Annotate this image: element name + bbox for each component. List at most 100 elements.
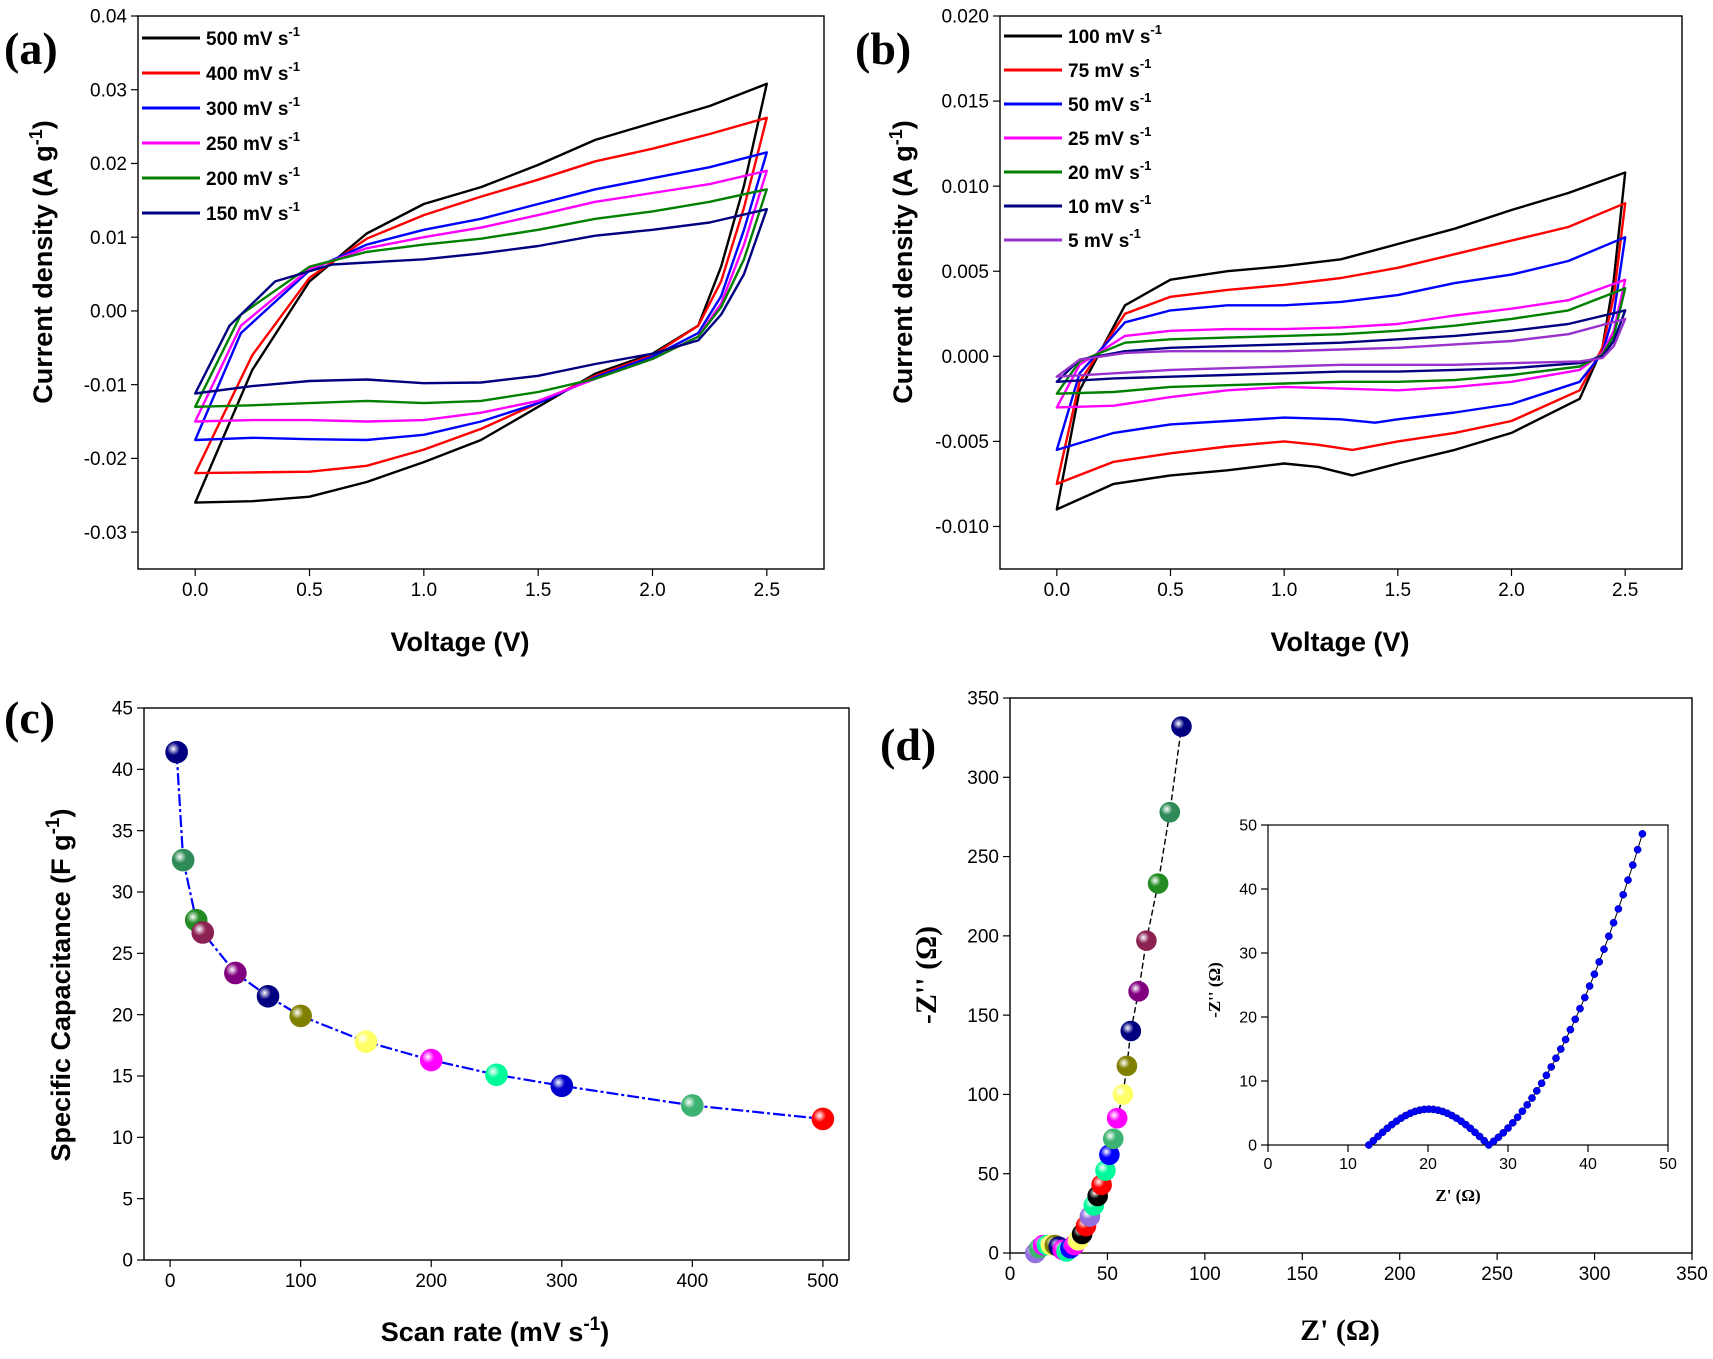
y-axis-title-b-main: Current density (A g (888, 145, 918, 404)
inset-point (1494, 1133, 1503, 1142)
inset-point (1585, 982, 1594, 990)
y-tick-label: 30 (112, 883, 133, 904)
plot-frame-a (137, 15, 825, 570)
legend-label-main: 5 mV s (1068, 231, 1129, 252)
capacitance-series-c (165, 740, 835, 1131)
inset-point (1508, 1118, 1517, 1127)
y-axis-title-b-close: ) (888, 120, 918, 129)
cv-curve (1055, 202, 1627, 486)
inset-point (1633, 845, 1642, 854)
y-tick-label: 0.01 (90, 228, 127, 249)
y-axis-ticks-c: 0 5 10 15 20 25 30 35 40 45 (112, 699, 144, 1272)
cv-curves-a (194, 82, 768, 504)
y-tick-label: 5 (122, 1189, 133, 1210)
data-point (1120, 1020, 1142, 1042)
y-axis-ticks-a: -0.03 -0.02 -0.01 0.00 0.01 0.02 0.03 0.04 (84, 7, 138, 544)
inset-point (1537, 1079, 1546, 1088)
x-tick-label: 400 (676, 1271, 708, 1292)
x-tick-label: 500 (807, 1271, 839, 1292)
inset-nyquist-series (1364, 830, 1647, 1149)
cv-curve (194, 116, 768, 475)
x-tick-label: 350 (1676, 1264, 1708, 1285)
legend-label-main: 150 mV s (206, 204, 288, 225)
data-point (1102, 1128, 1124, 1150)
legend-label: 25 mV s-1 (1068, 124, 1151, 150)
y-tick-label: 0.005 (941, 262, 989, 283)
x-tick-label: 300 (1579, 1264, 1611, 1285)
x-tick-label: 300 (546, 1271, 578, 1292)
y-axis-title-a-close: ) (28, 120, 58, 129)
inset-point (1556, 1045, 1565, 1053)
inset-point (1518, 1107, 1527, 1116)
x-tick-label: 250 (1481, 1264, 1513, 1285)
inset-point (1614, 905, 1623, 913)
inset-point (1571, 1015, 1580, 1024)
y-tick-label: 25 (112, 944, 133, 965)
legend-label-sup: -1 (1140, 192, 1152, 207)
legend-label: 100 mV s-1 (1068, 22, 1162, 48)
data-point (1136, 930, 1157, 951)
inset-point (1580, 993, 1589, 1002)
plot-frame-b (999, 15, 1683, 570)
plot-frame-c (143, 707, 850, 1261)
y-axis-title-c-close: ) (46, 808, 76, 817)
y-tick-label: 0.00 (90, 302, 127, 323)
y-tick-label: 50 (978, 1164, 999, 1185)
x-tick-label: 0 (165, 1271, 176, 1292)
inset-frame-d (1267, 824, 1669, 1146)
x-tick-label: 2.5 (1612, 580, 1638, 601)
y-tick-label: 45 (112, 699, 133, 720)
y-tick-label: 200 (967, 927, 999, 948)
y-tick-label: 0.015 (941, 92, 989, 113)
cv-curve (1055, 278, 1627, 409)
x-tick-label: 0 (1264, 1156, 1273, 1173)
panel-b: (b) 0.0 0.5 1.0 1.5 2.0 2.5 -0.010 -0.005 0.000… (855, 7, 1683, 657)
y-tick-label: 350 (967, 689, 999, 710)
y-tick-label: 0 (1248, 1138, 1257, 1155)
y-axis-title-a-sup: -1 (26, 129, 46, 145)
inset-point (1624, 876, 1632, 884)
inset-x-axis-title: Z' (Ω) (1435, 1186, 1480, 1205)
x-tick-label: 1.5 (1385, 580, 1411, 601)
x-tick-label: 50 (1659, 1156, 1677, 1173)
y-axis-ticks-b: -0.010 -0.005 0.000 0.005 0.010 0.015 0.020 (935, 7, 1000, 538)
y-tick-label: 0.020 (941, 7, 989, 28)
y-tick-label: 150 (967, 1006, 999, 1027)
data-point (550, 1074, 574, 1098)
x-tick-label: 100 (1189, 1264, 1221, 1285)
data-point (171, 848, 195, 872)
legend-label-main: 50 mV s (1068, 95, 1140, 116)
x-tick-label: 100 (285, 1271, 317, 1292)
data-point (256, 984, 280, 1008)
legend-label-sup: -1 (1140, 158, 1152, 173)
y-tick-label: -0.02 (84, 449, 127, 470)
data-point (485, 1063, 508, 1087)
legend-label: 300 mV s-1 (206, 94, 300, 120)
y-tick-label: 0 (988, 1244, 999, 1265)
y-tick-label: -0.01 (84, 375, 127, 396)
panel-d: (d) 0 50 100 150 200 250 300 350 05010015020025… (880, 689, 1708, 1347)
legend-label-sup: -1 (1140, 90, 1152, 105)
legend-label: 250 mV s-1 (206, 129, 300, 155)
cv-curve (194, 188, 768, 408)
x-axis-title-c-close: ) (600, 1317, 609, 1347)
y-tick-label: 40 (112, 760, 133, 781)
inset-point (1542, 1071, 1551, 1080)
y-axis-title-a: Current density (A g-1) (26, 120, 58, 404)
y-axis-title-c: Specific Capacitance (F g-1) (43, 808, 76, 1161)
inset-point (1504, 1124, 1512, 1132)
legend-label-sup: -1 (288, 129, 300, 144)
inset-point (1590, 970, 1599, 979)
cv-curve (194, 82, 768, 504)
y-axis-title-a-main: Current density (A g (28, 145, 58, 404)
x-axis-title-c: Scan rate (mV s-1) (381, 1314, 610, 1347)
inset-y-axis-title: -Z'' (Ω) (1205, 962, 1224, 1018)
y-axis-title-d: -Z'' (Ω) (910, 926, 943, 1024)
x-tick-label: 10 (1339, 1156, 1357, 1173)
inset-point (1552, 1054, 1560, 1063)
legend-label-main: 400 mV s (206, 64, 288, 85)
y-tick-label: -0.010 (935, 517, 989, 538)
y-tick-label: 0.02 (90, 154, 127, 175)
cv-curve (1055, 171, 1627, 511)
data-point (165, 740, 188, 764)
